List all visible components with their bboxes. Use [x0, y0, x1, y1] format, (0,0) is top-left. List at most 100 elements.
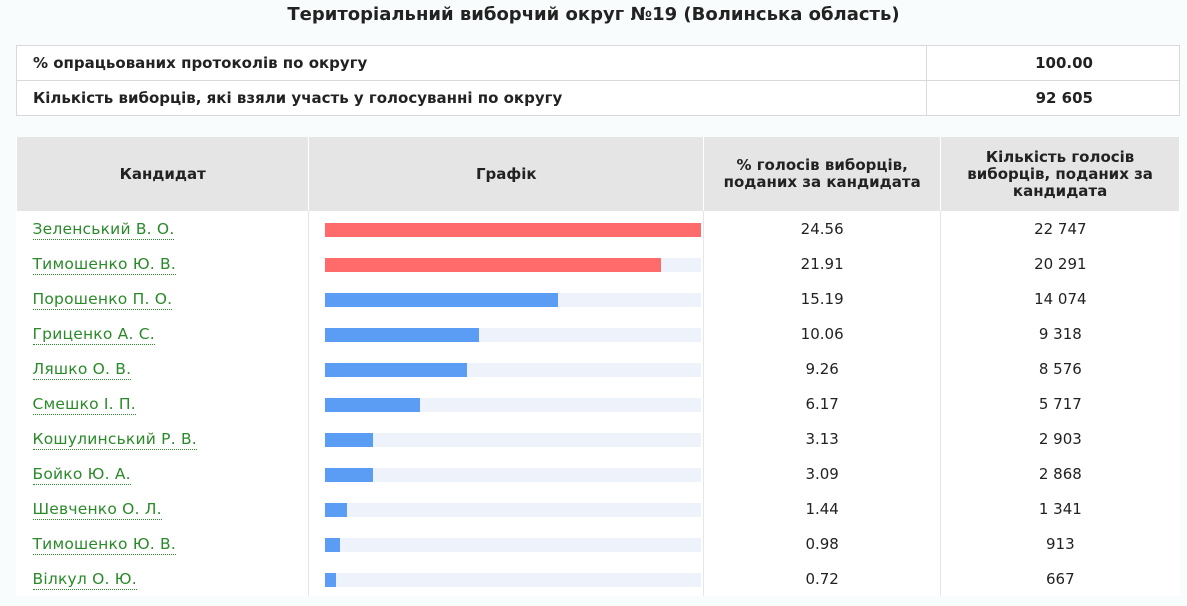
- table-row: Бойко Ю. А. 3.09 2 868: [16, 456, 1180, 491]
- table-row: Гриценко А. С. 10.06 9 318: [16, 316, 1180, 351]
- candidate-link[interactable]: Ляшко О. В.: [32, 359, 132, 380]
- candidate-cell: Смешко І. П.: [16, 386, 310, 421]
- graph-cell: [308, 491, 705, 526]
- bar-track: [325, 363, 702, 377]
- percent-cell: 3.09: [703, 456, 942, 491]
- bar: [325, 363, 468, 377]
- candidate-cell: Кошулинський Р. В.: [16, 421, 310, 456]
- table-row: Порошенко П. О. 15.19 14 074: [16, 281, 1180, 316]
- bar: [325, 398, 420, 412]
- candidate-link[interactable]: Шевченко О. Л.: [32, 499, 162, 520]
- header-candidate: Кандидат: [15, 137, 310, 211]
- percent-cell: 9.26: [703, 351, 942, 386]
- candidate-cell: Гриценко А. С.: [16, 316, 310, 351]
- count-cell: 8 576: [1038, 359, 1082, 378]
- graph-cell: [308, 386, 705, 421]
- graph-cell: [308, 561, 705, 596]
- summary-row: % опрацьованих протоколів по округу 100.…: [16, 45, 1180, 81]
- count-cell: 22 747: [1034, 219, 1087, 238]
- count-cell: 5 717: [1038, 394, 1082, 413]
- page-title: Територіальний виборчий округ №19 (Волин…: [287, 4, 900, 25]
- percent-cell: 10.06: [703, 316, 942, 351]
- graph-cell: [308, 211, 705, 246]
- bar: [325, 433, 374, 447]
- bar-track: [325, 538, 702, 552]
- count-cell: 20 291: [1034, 254, 1087, 273]
- table-row: Вілкул О. Ю. 0.72 667: [16, 561, 1180, 596]
- table-row: Ляшко О. В. 9.26 8 576: [16, 351, 1180, 386]
- table-row: Зеленський В. О. 24.56 22 747: [16, 211, 1180, 246]
- candidate-cell: Порошенко П. О.: [16, 281, 310, 316]
- count-cell: 667: [1046, 569, 1075, 588]
- percent-cell: 1.44: [703, 491, 942, 526]
- percent-cell: 3.13: [703, 421, 942, 456]
- candidate-link[interactable]: Кошулинський Р. В.: [32, 429, 197, 450]
- bar-track: [325, 433, 702, 447]
- bar: [325, 223, 702, 237]
- candidate-cell: Шевченко О. Л.: [16, 491, 310, 526]
- header-row: Кандидат Графік % голосів виборців, пода…: [15, 137, 1180, 211]
- candidate-link[interactable]: Бойко Ю. А.: [32, 464, 131, 485]
- candidate-link[interactable]: Тимошенко Ю. В.: [32, 254, 176, 275]
- graph-cell: [308, 246, 705, 281]
- candidate-link[interactable]: Смешко І. П.: [32, 394, 136, 415]
- bar-track: [325, 573, 702, 587]
- results-body: Зеленський В. О. 24.56 22 747 Тимошенко Ю. …: [16, 211, 1180, 596]
- bar-track: [325, 398, 702, 412]
- table-row: Тимошенко Ю. В. 0.98 913: [16, 526, 1180, 561]
- graph-cell: [308, 281, 705, 316]
- candidate-link[interactable]: Вілкул О. Ю.: [32, 569, 137, 590]
- bar-track: [325, 258, 702, 272]
- summary-row: Кількість виборців, які взяли участь у г…: [16, 80, 1180, 116]
- count-cell: 913: [1046, 534, 1075, 553]
- bar-track: [325, 468, 702, 482]
- bar: [325, 468, 373, 482]
- table-row: Кошулинський Р. В. 3.13 2 903: [16, 421, 1180, 456]
- candidate-cell: Зеленський В. О.: [16, 211, 310, 246]
- candidate-cell: Бойко Ю. А.: [16, 456, 310, 491]
- header-percent: % голосів виборців, поданих за кандидата: [703, 137, 942, 211]
- summary-label: Кількість виборців, які взяли участь у г…: [16, 80, 927, 116]
- percent-cell: 21.91: [703, 246, 942, 281]
- summary-label: % опрацьованих протоколів по округу: [16, 45, 927, 81]
- count-cell: 1 341: [1038, 499, 1082, 518]
- percent-cell: 6.17: [703, 386, 942, 421]
- results-table: Кандидат Графік % голосів виборців, пода…: [15, 137, 1180, 596]
- count-cell: 2 903: [1038, 429, 1082, 448]
- bar: [325, 573, 337, 587]
- summary-table: % опрацьованих протоколів по округу 100.…: [16, 45, 1180, 116]
- graph-cell: [308, 456, 705, 491]
- count-cell: 9 318: [1038, 324, 1082, 343]
- count-cell: 2 868: [1038, 464, 1082, 483]
- candidate-cell: Тимошенко Ю. В.: [16, 246, 310, 281]
- percent-cell: 24.56: [703, 211, 942, 246]
- bar: [325, 503, 348, 517]
- candidate-cell: Тимошенко Ю. В.: [16, 526, 310, 561]
- graph-cell: [308, 421, 705, 456]
- bar-track: [325, 293, 702, 307]
- percent-cell: 0.98: [703, 526, 942, 561]
- candidate-link[interactable]: Тимошенко Ю. В.: [32, 534, 176, 555]
- header-count: Кількість голосів виборців, поданих за к…: [940, 137, 1180, 211]
- candidate-cell: Вілкул О. Ю.: [16, 561, 310, 596]
- graph-cell: [308, 526, 705, 561]
- bar: [325, 538, 341, 552]
- table-row: Шевченко О. Л. 1.44 1 341: [16, 491, 1180, 526]
- candidate-link[interactable]: Порошенко П. О.: [32, 289, 173, 310]
- bar-track: [325, 503, 702, 517]
- bar: [325, 328, 480, 342]
- graph-cell: [308, 316, 705, 351]
- count-cell: 14 074: [1034, 289, 1087, 308]
- summary-value: 100.00: [926, 45, 1180, 81]
- bar-track: [325, 223, 702, 237]
- candidate-link[interactable]: Гриценко А. С.: [32, 324, 155, 345]
- candidate-link[interactable]: Зеленський В. О.: [32, 219, 175, 240]
- percent-cell: 0.72: [703, 561, 942, 596]
- bar-track: [325, 328, 702, 342]
- table-row: Смешко І. П. 6.17 5 717: [16, 386, 1180, 421]
- percent-cell: 15.19: [703, 281, 942, 316]
- bar: [325, 293, 558, 307]
- header-graph: Графік: [308, 137, 705, 211]
- graph-cell: [308, 351, 705, 386]
- summary-value: 92 605: [926, 80, 1180, 116]
